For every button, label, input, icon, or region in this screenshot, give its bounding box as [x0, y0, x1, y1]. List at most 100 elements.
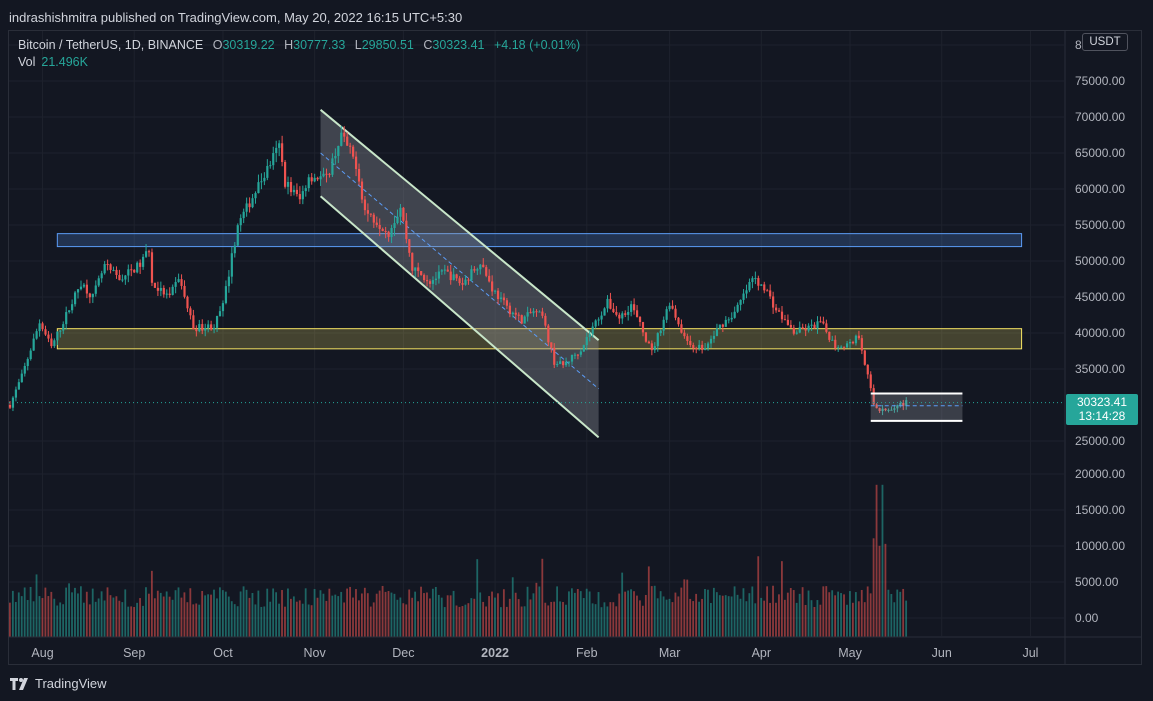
candle-body: [360, 181, 364, 200]
candle-body: [452, 274, 455, 281]
currency-badge[interactable]: USDT: [1082, 33, 1128, 51]
volume-bar: [875, 484, 878, 637]
time-tick-label: Aug: [31, 646, 53, 660]
volume-bar: [310, 605, 313, 637]
candle-body: [165, 293, 168, 295]
candle-body: [307, 177, 310, 189]
last-price-tag: 30323.41 13:14:28: [1066, 394, 1138, 425]
volume-bar: [325, 600, 328, 637]
candle-body: [121, 279, 124, 281]
channel-drawing[interactable]: [319, 109, 600, 439]
volume-bar: [606, 606, 609, 637]
volume-bar: [748, 593, 751, 637]
candle-body: [845, 343, 849, 348]
footer-brand[interactable]: TradingView: [10, 676, 107, 691]
volume-bar: [56, 605, 59, 637]
candle-body: [538, 311, 541, 313]
candle-body: [804, 328, 807, 331]
volume-bar: [180, 597, 183, 637]
volume-bar: [216, 598, 218, 637]
volume-bar: [171, 599, 174, 637]
volume-bar: [109, 595, 112, 637]
volume-bar: [50, 591, 53, 637]
candle-body: [41, 323, 44, 330]
volume-bar: [476, 559, 479, 637]
volume-bar: [260, 606, 263, 637]
candle-body: [683, 332, 686, 337]
volume-label[interactable]: Vol: [18, 55, 36, 69]
candle-body: [467, 279, 470, 281]
chart-frame[interactable]: [8, 30, 1142, 665]
volume-bar: [831, 590, 834, 637]
volume-bar: [520, 606, 523, 637]
volume-bar: [74, 587, 76, 637]
candle-body: [437, 271, 440, 279]
candle-body: [665, 309, 668, 320]
volume-bar: [698, 601, 700, 637]
price-tick-label: 8: [1075, 38, 1082, 52]
volume-legend: Vol 21.496K: [18, 55, 88, 69]
volume-bar: [334, 594, 337, 637]
candle-body: [343, 132, 346, 137]
candle-body: [434, 278, 438, 281]
candle-body: [272, 153, 275, 166]
volume-bar: [816, 600, 819, 637]
volume-bar: [653, 585, 656, 637]
volume-bar: [136, 602, 138, 637]
candle-body: [106, 264, 109, 266]
volume-bar: [219, 587, 221, 637]
candle-body: [390, 227, 393, 237]
volume-bar: [239, 591, 242, 637]
candle-body: [777, 310, 781, 312]
time-tick-label: Oct: [213, 646, 233, 660]
resistance-zone[interactable]: [56, 233, 1023, 248]
volume-bar: [733, 586, 736, 637]
volume-bar: [840, 593, 842, 637]
volume-bar: [659, 591, 662, 637]
volume-bar: [550, 601, 553, 637]
volume-bar: [423, 593, 425, 637]
candle-body: [754, 278, 757, 280]
volume-bar: [287, 588, 289, 637]
candle-body: [570, 354, 574, 362]
candle-body: [789, 324, 792, 328]
candle-body: [573, 354, 577, 356]
candle-body: [810, 324, 813, 326]
volume-bar: [467, 603, 470, 637]
price-axis[interactable]: 8 75000.00 70000.00 65000.00 60000.00 55000.0…: [1075, 38, 1125, 625]
candle-body: [414, 267, 417, 271]
candle-body: [423, 274, 426, 281]
bar-countdown: 13:14:28: [1078, 409, 1126, 423]
volume-bar: [449, 595, 452, 637]
time-tick-label: Nov: [304, 646, 327, 660]
price-tick-label: 0.00: [1075, 611, 1099, 625]
volume-bar: [85, 591, 88, 637]
volume-bar: [227, 596, 230, 637]
volume-bar: [846, 604, 848, 637]
volume-bar: [263, 606, 266, 637]
volume-bar: [414, 591, 417, 637]
time-axis[interactable]: Aug Sep Oct Nov Dec 2022 Feb Mar Apr May Jun Jul: [31, 646, 1038, 660]
volume-bar: [639, 600, 641, 637]
time-tick-label: 2022: [481, 646, 509, 660]
volume-bar: [902, 588, 905, 637]
volume-bar: [301, 603, 304, 637]
volume-bar: [11, 590, 14, 637]
candle-body: [97, 278, 100, 286]
range-box-drawing[interactable]: [870, 392, 963, 422]
volume-bar: [408, 589, 411, 637]
volume-bar: [429, 598, 431, 637]
candle-body: [881, 408, 884, 411]
candle-body: [337, 145, 340, 156]
symbol-name[interactable]: Bitcoin / TetherUS, 1D, BINANCE: [18, 38, 204, 52]
candle-body: [354, 156, 358, 169]
volume-bar: [869, 593, 872, 637]
volume-bar: [887, 589, 890, 637]
candle-body: [520, 315, 523, 324]
volume-bar: [491, 591, 493, 637]
candle-body: [257, 182, 260, 194]
volume-bar: [59, 602, 62, 637]
candle-body: [594, 320, 597, 327]
volume-bar: [71, 592, 73, 637]
